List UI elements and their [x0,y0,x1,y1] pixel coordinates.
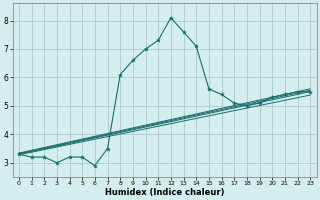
X-axis label: Humidex (Indice chaleur): Humidex (Indice chaleur) [105,188,224,197]
